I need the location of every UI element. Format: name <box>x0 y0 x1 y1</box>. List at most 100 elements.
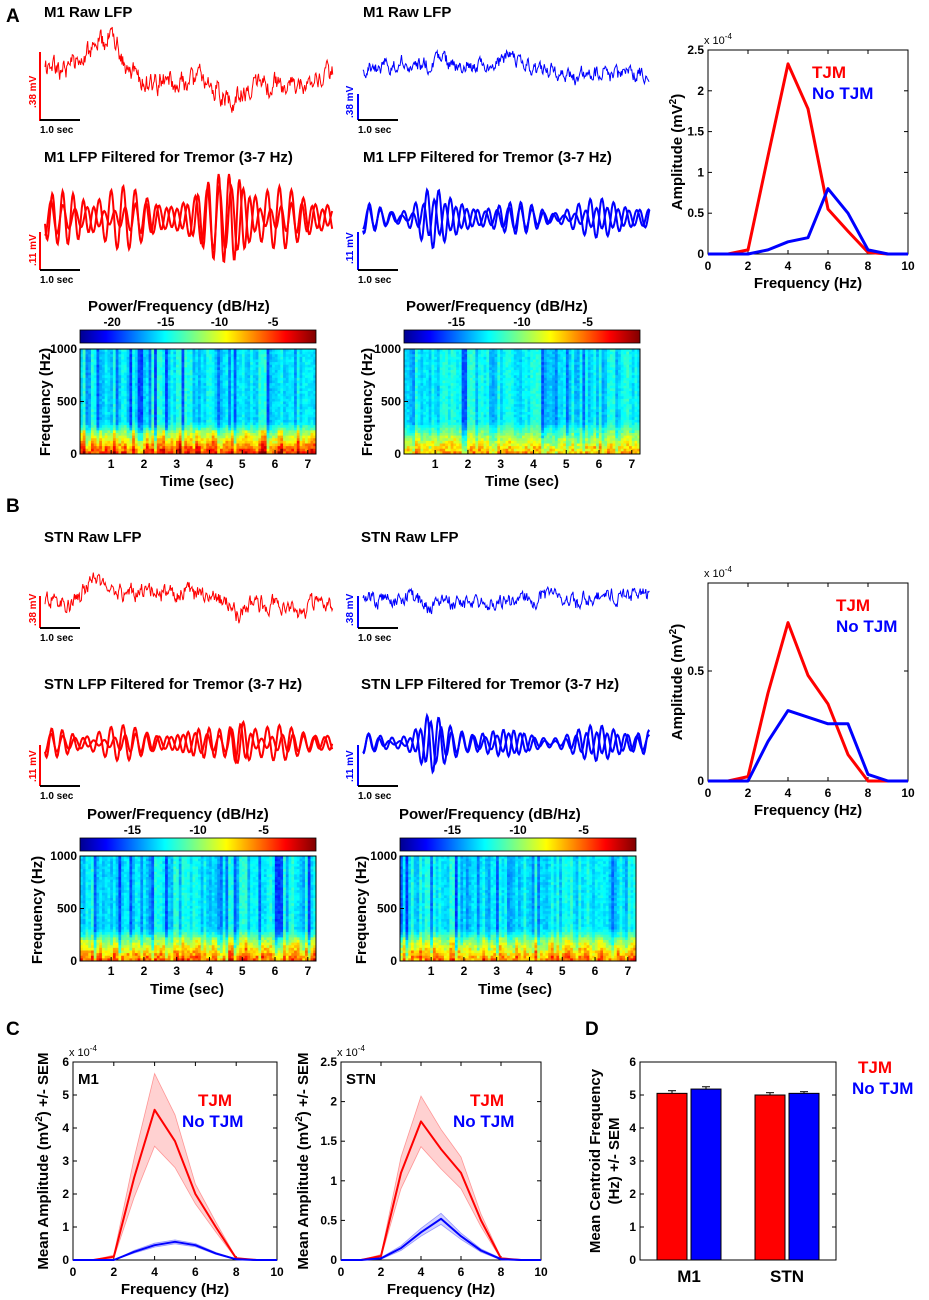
spectrogram-cell <box>274 417 278 421</box>
spectrogram-cell <box>618 349 622 352</box>
spectrogram-cell <box>554 377 559 381</box>
spectrogram-cell <box>93 422 97 426</box>
spectrogram-cell <box>123 419 127 423</box>
spectrogram-cell <box>406 364 410 368</box>
spectrogram-cell <box>82 443 86 447</box>
spectrogram-cell <box>302 448 306 452</box>
panel-label-c: C <box>6 1019 20 1040</box>
spectrogram-cell <box>266 383 270 387</box>
spectrogram-cell <box>241 349 245 352</box>
a-spectrogram-left-image <box>80 349 317 455</box>
spectrogram-cell <box>266 356 270 360</box>
spectrogram-cell <box>478 351 482 355</box>
spectrogram-cell <box>417 377 421 381</box>
spectrogram-cell <box>269 370 273 373</box>
spectrogram-cell <box>121 354 125 358</box>
spectrogram-cell <box>230 443 235 447</box>
spectrogram-cell <box>285 404 289 408</box>
spectrogram-cell <box>233 433 237 436</box>
spectrogram-cell <box>104 375 108 379</box>
spectrogram-cell <box>414 356 419 360</box>
spectrogram-cell <box>181 440 185 444</box>
spectrogram-cell <box>565 377 569 381</box>
spectrogram-cell <box>530 377 534 381</box>
spectrogram-cell <box>239 349 243 352</box>
spectrogram-cell <box>313 367 317 371</box>
spectrogram-cell <box>90 362 95 366</box>
spectrogram-cell <box>620 391 624 394</box>
spectrogram-cell <box>93 364 97 368</box>
spectrogram-cell <box>198 430 202 434</box>
spectrogram-cell <box>236 367 240 371</box>
spectrogram-cell <box>478 370 482 373</box>
spectrogram-cell <box>214 401 218 405</box>
spectrogram-cell <box>522 380 526 384</box>
spectrogram-cell <box>456 372 460 376</box>
spectrogram-cell <box>115 391 119 394</box>
spectrogram-cell <box>272 383 276 387</box>
spectrogram-cell <box>596 385 600 389</box>
spectrogram-cell <box>593 388 597 392</box>
spectrogram-cell <box>187 433 191 436</box>
spectrogram-cell <box>230 438 235 442</box>
spectrogram-cell <box>417 391 421 394</box>
spectrogram-cell <box>299 393 303 397</box>
spectrogram-cell <box>93 370 97 373</box>
spectrogram-cell <box>516 375 520 379</box>
spectrogram-cell <box>233 401 237 405</box>
spectrogram-cell <box>134 385 138 389</box>
spectrogram-cell <box>565 354 569 358</box>
spectrogram-cell <box>266 448 270 452</box>
spectrogram-cell <box>230 414 235 418</box>
spectrogram-cell <box>104 406 108 410</box>
spectrogram-cell <box>208 383 213 387</box>
spectrogram-cell <box>230 359 235 363</box>
spectrogram-cell <box>277 451 281 455</box>
spectrogram-cell <box>513 364 517 368</box>
spectrogram-cell <box>302 435 306 439</box>
spectrogram-cell <box>137 356 141 360</box>
spectrogram-cell <box>252 446 256 450</box>
spectrogram-cell <box>129 354 133 358</box>
spectrogram-cell <box>450 354 454 358</box>
spectrogram-cell <box>217 435 221 439</box>
spectrogram-cell <box>255 383 259 387</box>
spectrogram-cell <box>261 372 265 376</box>
spectrogram-cell <box>184 451 188 455</box>
spectrogram-cell <box>211 354 215 358</box>
spectrogram-cell <box>310 391 314 394</box>
spectrogram-cell <box>483 349 487 352</box>
spectrogram-cell <box>505 380 509 384</box>
spectrogram-cell <box>250 359 254 363</box>
spectrogram-cell <box>626 364 630 368</box>
spectrogram-cell <box>211 349 215 352</box>
spectrogram-cell <box>96 356 100 360</box>
spectrogram-cell <box>145 412 149 415</box>
spectrogram-cell <box>217 388 221 392</box>
spectrogram-cell <box>148 380 152 384</box>
spectrogram-cell <box>167 451 171 455</box>
spectrogram-cell <box>192 401 196 405</box>
spectrogram-cell <box>307 380 311 384</box>
spectrogram-cell <box>112 398 117 402</box>
spectrogram-cell <box>80 359 84 363</box>
spectrogram-cell <box>530 356 534 360</box>
spectrogram-cell <box>313 417 317 421</box>
spectrogram-cell <box>80 380 84 384</box>
spectrogram-cell <box>187 446 191 450</box>
spectrogram-cell <box>250 377 254 381</box>
spectrogram-cell <box>203 414 207 418</box>
spectrogram-cell <box>156 419 160 423</box>
spectrogram-cell <box>176 430 180 434</box>
spectrogram-cell <box>428 349 432 352</box>
spectrogram-cell <box>579 383 583 387</box>
spectrogram-cell <box>85 448 89 452</box>
spectrogram-cell <box>280 401 284 405</box>
spectrogram-cell <box>299 354 303 358</box>
spectrogram-cell <box>469 370 473 373</box>
spectrogram-cell <box>137 362 141 366</box>
spectrogram-cell <box>447 356 451 360</box>
spectrogram-cell <box>208 398 213 402</box>
spectrogram-cell <box>211 438 215 442</box>
spectrogram-cell <box>115 422 119 426</box>
